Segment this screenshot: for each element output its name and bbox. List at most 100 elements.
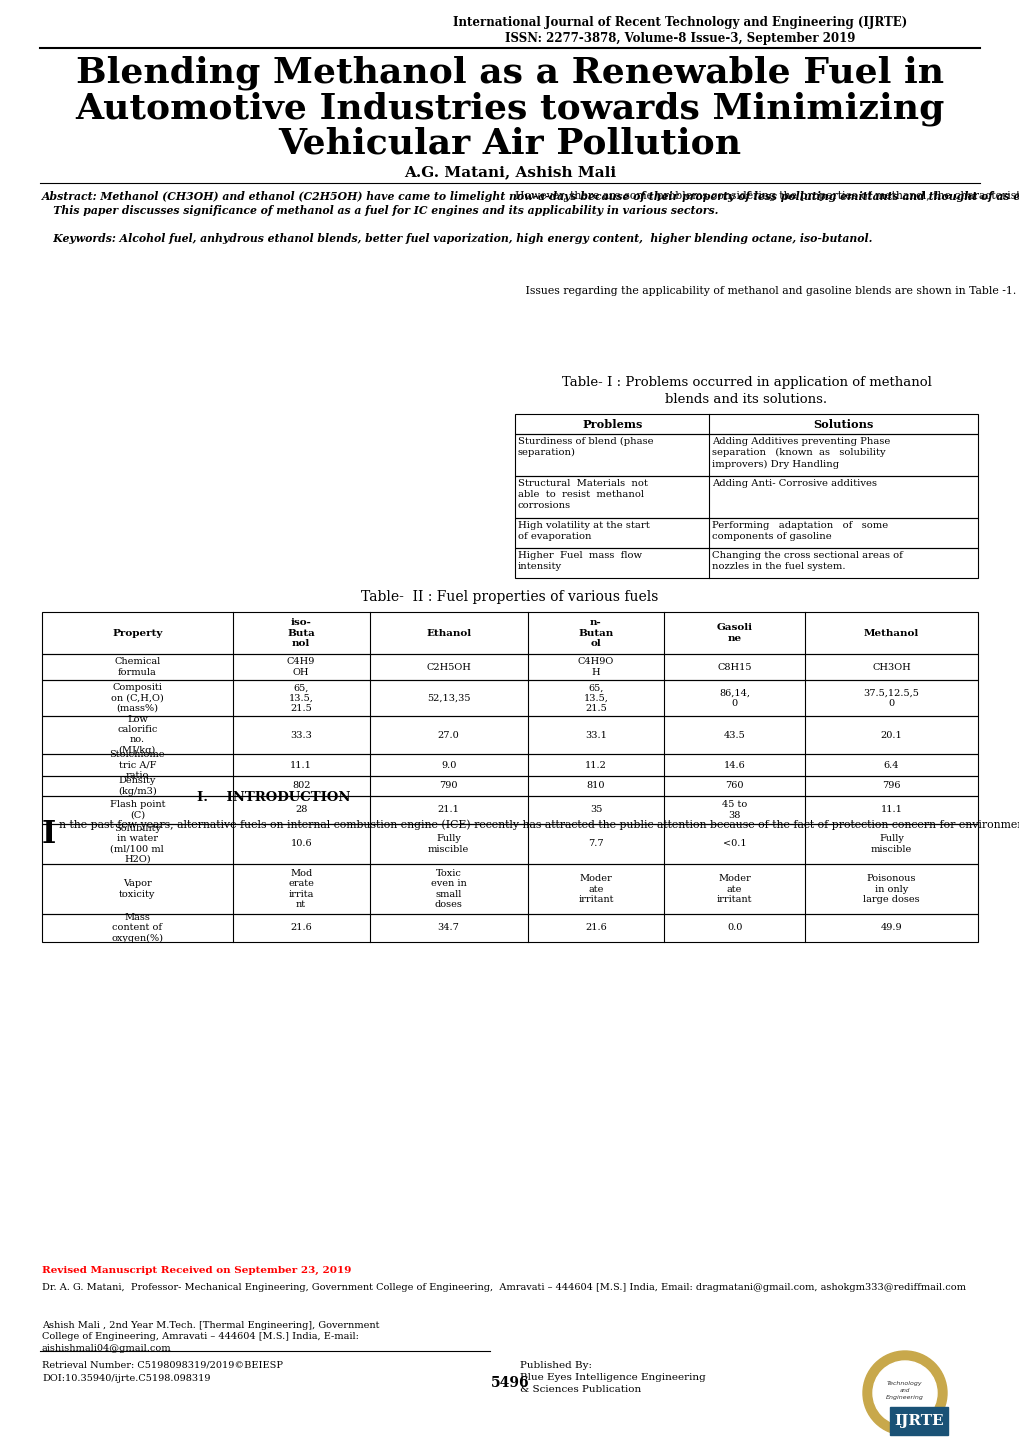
Text: 65,
13.5,
21.5: 65, 13.5, 21.5 bbox=[583, 683, 608, 712]
Text: Structural  Materials  not
able  to  resist  methanol
corrosions: Structural Materials not able to resist … bbox=[518, 478, 647, 510]
Text: 45 to
38: 45 to 38 bbox=[721, 800, 747, 820]
Text: C4H9O
H: C4H9O H bbox=[578, 657, 613, 676]
Bar bbox=[42, 824, 977, 865]
Text: 33.1: 33.1 bbox=[585, 731, 606, 739]
Text: Vapor
toxicity: Vapor toxicity bbox=[119, 879, 155, 899]
Text: Density
(kg/m3): Density (kg/m3) bbox=[118, 777, 157, 795]
Text: 49.9: 49.9 bbox=[879, 924, 902, 932]
Text: Gasoli
ne: Gasoli ne bbox=[716, 624, 752, 643]
Text: Technology: Technology bbox=[887, 1380, 922, 1385]
Text: Problems: Problems bbox=[582, 418, 642, 429]
Text: Abstract: Methanol (CH3OH) and ethanol (C2H5OH) have came to limelight now-a-day: Abstract: Methanol (CH3OH) and ethanol (… bbox=[42, 192, 1019, 245]
Text: Ethanol: Ethanol bbox=[426, 628, 471, 637]
Text: 9.0: 9.0 bbox=[440, 761, 455, 769]
Text: Published By:
Blue Eyes Intelligence Engineering
& Sciences Publication: Published By: Blue Eyes Intelligence Eng… bbox=[520, 1360, 705, 1393]
Bar bbox=[42, 914, 977, 942]
Text: 86,14,
0: 86,14, 0 bbox=[718, 689, 749, 708]
Text: Toxic
even in
small
doses: Toxic even in small doses bbox=[430, 869, 466, 909]
Text: Issues regarding the applicability of methanol and gasoline blends are shown in : Issues regarding the applicability of me… bbox=[515, 285, 1019, 295]
Text: 43.5: 43.5 bbox=[723, 731, 745, 739]
Text: Table-  II : Fuel properties of various fuels: Table- II : Fuel properties of various f… bbox=[361, 589, 658, 604]
Text: 14.6: 14.6 bbox=[723, 761, 745, 769]
Bar bbox=[515, 434, 977, 476]
Text: Sturdiness of blend (phase
separation): Sturdiness of blend (phase separation) bbox=[518, 437, 653, 457]
Text: Solubility
in water
(ml/100 ml
H2O): Solubility in water (ml/100 ml H2O) bbox=[110, 824, 164, 863]
Text: 34.7: 34.7 bbox=[437, 924, 460, 932]
Bar bbox=[42, 612, 977, 654]
Text: Automotive Industries towards Minimizing: Automotive Industries towards Minimizing bbox=[75, 91, 944, 125]
Text: 11.1: 11.1 bbox=[290, 761, 312, 769]
Text: 11.2: 11.2 bbox=[585, 761, 606, 769]
Text: Changing the cross sectional areas of
nozzles in the fuel system.: Changing the cross sectional areas of no… bbox=[711, 550, 903, 571]
Bar bbox=[515, 414, 977, 434]
Bar bbox=[42, 654, 977, 680]
Text: International Journal of Recent Technology and Engineering (IJRTE): International Journal of Recent Technolo… bbox=[452, 16, 906, 29]
Text: Mod
erate
irrita
nt: Mod erate irrita nt bbox=[288, 869, 314, 909]
Bar bbox=[42, 680, 977, 716]
Text: I.    INTRODUCTION: I. INTRODUCTION bbox=[197, 791, 350, 804]
Text: I: I bbox=[42, 818, 56, 850]
Text: 21.6: 21.6 bbox=[290, 924, 312, 932]
Text: Fully
miscible: Fully miscible bbox=[870, 834, 911, 853]
Text: Solutions: Solutions bbox=[813, 418, 873, 429]
Text: IJRTE: IJRTE bbox=[894, 1414, 943, 1428]
Bar bbox=[515, 476, 977, 517]
Text: Dr. A. G. Matani,  Professor- Mechanical Engineering, Government College of Engi: Dr. A. G. Matani, Professor- Mechanical … bbox=[42, 1282, 965, 1293]
Text: 802: 802 bbox=[291, 781, 310, 791]
Text: Adding Anti- Corrosive additives: Adding Anti- Corrosive additives bbox=[711, 478, 876, 488]
Text: 65,
13.5,
21.5: 65, 13.5, 21.5 bbox=[288, 683, 313, 712]
Text: CH3OH: CH3OH bbox=[871, 663, 910, 672]
Text: High volatility at the start
of evaporation: High volatility at the start of evaporat… bbox=[518, 522, 649, 542]
Text: DOI:10.35940/ijrte.C5198.098319: DOI:10.35940/ijrte.C5198.098319 bbox=[42, 1375, 210, 1383]
Bar bbox=[42, 754, 977, 777]
Text: C8H15: C8H15 bbox=[716, 663, 751, 672]
Text: Vehicular Air Pollution: Vehicular Air Pollution bbox=[278, 125, 741, 160]
Text: 11.1: 11.1 bbox=[879, 806, 902, 814]
Text: Low
calorific
no.
(MJ/kg): Low calorific no. (MJ/kg) bbox=[117, 715, 157, 755]
Text: 6.4: 6.4 bbox=[882, 761, 899, 769]
Text: Stoichiome
tric A/F
ratio: Stoichiome tric A/F ratio bbox=[109, 751, 165, 780]
Text: Higher  Fuel  mass  flow
intensity: Higher Fuel mass flow intensity bbox=[518, 550, 641, 571]
Bar bbox=[42, 865, 977, 914]
Text: 810: 810 bbox=[586, 781, 604, 791]
Text: However, there are some problems considering the properties of methanol, the cha: However, there are some problems conside… bbox=[515, 192, 1019, 200]
Text: <0.1: <0.1 bbox=[722, 840, 746, 849]
Text: 21.6: 21.6 bbox=[585, 924, 606, 932]
Bar bbox=[42, 795, 977, 824]
Text: 20.1: 20.1 bbox=[879, 731, 902, 739]
Text: Ashish Mali , 2nd Year M.Tech. [Thermal Engineering], Government
College of Engi: Ashish Mali , 2nd Year M.Tech. [Thermal … bbox=[42, 1321, 379, 1353]
Text: Table- I : Problems occurred in application of methanol: Table- I : Problems occurred in applicat… bbox=[561, 376, 930, 389]
Text: Flash point
(C): Flash point (C) bbox=[109, 800, 165, 820]
Text: blends and its solutions.: blends and its solutions. bbox=[664, 393, 826, 406]
Text: Engineering: Engineering bbox=[886, 1395, 923, 1399]
Text: C4H9
OH: C4H9 OH bbox=[286, 657, 315, 676]
Text: Chemical
formula: Chemical formula bbox=[114, 657, 160, 676]
Text: Mass
content of
oxygen(%): Mass content of oxygen(%) bbox=[111, 914, 163, 942]
Text: 10.6: 10.6 bbox=[290, 840, 312, 849]
Text: C2H5OH: C2H5OH bbox=[426, 663, 471, 672]
Text: 35: 35 bbox=[589, 806, 601, 814]
Text: 21.1: 21.1 bbox=[437, 806, 460, 814]
Text: Retrieval Number: C5198098319/2019©BEIESP: Retrieval Number: C5198098319/2019©BEIES… bbox=[42, 1360, 282, 1370]
Text: 28: 28 bbox=[294, 806, 307, 814]
Text: Methanol: Methanol bbox=[863, 628, 918, 637]
Text: Blending Methanol as a Renewable Fuel in: Blending Methanol as a Renewable Fuel in bbox=[75, 56, 944, 91]
Text: Property: Property bbox=[112, 628, 162, 637]
Bar bbox=[890, 1406, 947, 1435]
Text: ISSN: 2277-3878, Volume-8 Issue-3, September 2019: ISSN: 2277-3878, Volume-8 Issue-3, Septe… bbox=[504, 32, 854, 45]
Text: Compositi
on (C,H,O)
(mass%): Compositi on (C,H,O) (mass%) bbox=[111, 683, 164, 712]
Circle shape bbox=[872, 1360, 936, 1425]
Text: 27.0: 27.0 bbox=[437, 731, 459, 739]
Text: n-
Butan
ol: n- Butan ol bbox=[578, 618, 613, 648]
Text: iso-
Buta
nol: iso- Buta nol bbox=[287, 618, 315, 648]
Text: and: and bbox=[899, 1388, 909, 1392]
Text: 7.7: 7.7 bbox=[588, 840, 603, 849]
Text: 37.5,12.5,5
0: 37.5,12.5,5 0 bbox=[863, 689, 918, 708]
Text: 33.3: 33.3 bbox=[290, 731, 312, 739]
Text: Poisonous
in only
large doses: Poisonous in only large doses bbox=[862, 875, 919, 904]
Text: Revised Manuscript Received on September 23, 2019: Revised Manuscript Received on September… bbox=[42, 1267, 351, 1275]
Text: Fully
miscible: Fully miscible bbox=[428, 834, 469, 853]
Text: 0.0: 0.0 bbox=[727, 924, 742, 932]
Text: 52,13,35: 52,13,35 bbox=[426, 693, 470, 703]
Bar bbox=[515, 548, 977, 578]
